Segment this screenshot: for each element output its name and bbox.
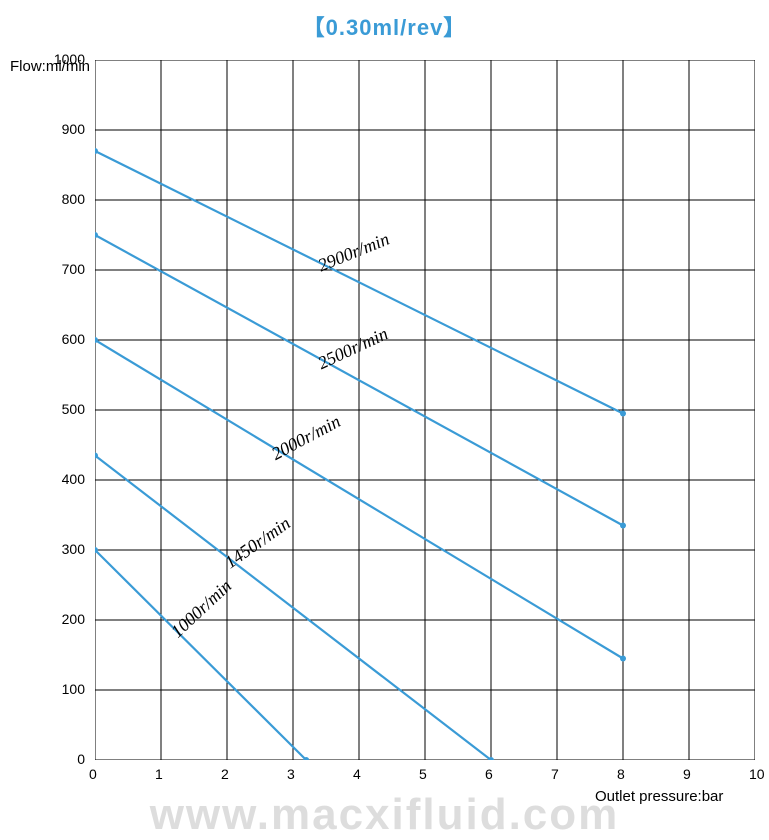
title-container: 【0.30ml/rev】 (0, 10, 769, 42)
x-tick-label: 10 (749, 766, 765, 782)
x-tick-label: 9 (683, 766, 691, 782)
x-tick-label: 2 (221, 766, 229, 782)
y-tick-label: 800 (62, 191, 85, 207)
series-line (95, 453, 494, 761)
series-line (95, 148, 626, 417)
data-point (620, 411, 626, 417)
y-tick-label: 500 (62, 401, 85, 417)
chart-plot (95, 60, 755, 760)
series-line (95, 232, 626, 529)
y-tick-label: 900 (62, 121, 85, 137)
data-point (620, 523, 626, 529)
y-tick-label: 200 (62, 611, 85, 627)
x-tick-label: 3 (287, 766, 295, 782)
y-tick-label: 0 (77, 751, 85, 767)
chart-grid (95, 60, 755, 760)
page: 【0.30ml/rev】 Flow:ml/min Outlet pressure… (0, 0, 769, 831)
x-axis-label: Outlet pressure:bar (595, 788, 723, 805)
data-point (620, 656, 626, 662)
x-tick-label: 5 (419, 766, 427, 782)
y-tick-label: 1000 (54, 51, 85, 67)
x-tick-label: 7 (551, 766, 559, 782)
y-tick-label: 700 (62, 261, 85, 277)
chart-title: 【0.30ml/rev】 (303, 10, 467, 42)
y-tick-label: 300 (62, 541, 85, 557)
x-tick-label: 1 (155, 766, 163, 782)
x-tick-label: 4 (353, 766, 361, 782)
x-tick-label: 8 (617, 766, 625, 782)
series-line (95, 337, 626, 662)
series-line (95, 547, 309, 760)
x-tick-label: 0 (89, 766, 97, 782)
y-tick-label: 100 (62, 681, 85, 697)
y-tick-label: 400 (62, 471, 85, 487)
y-tick-label: 600 (62, 331, 85, 347)
x-tick-label: 6 (485, 766, 493, 782)
